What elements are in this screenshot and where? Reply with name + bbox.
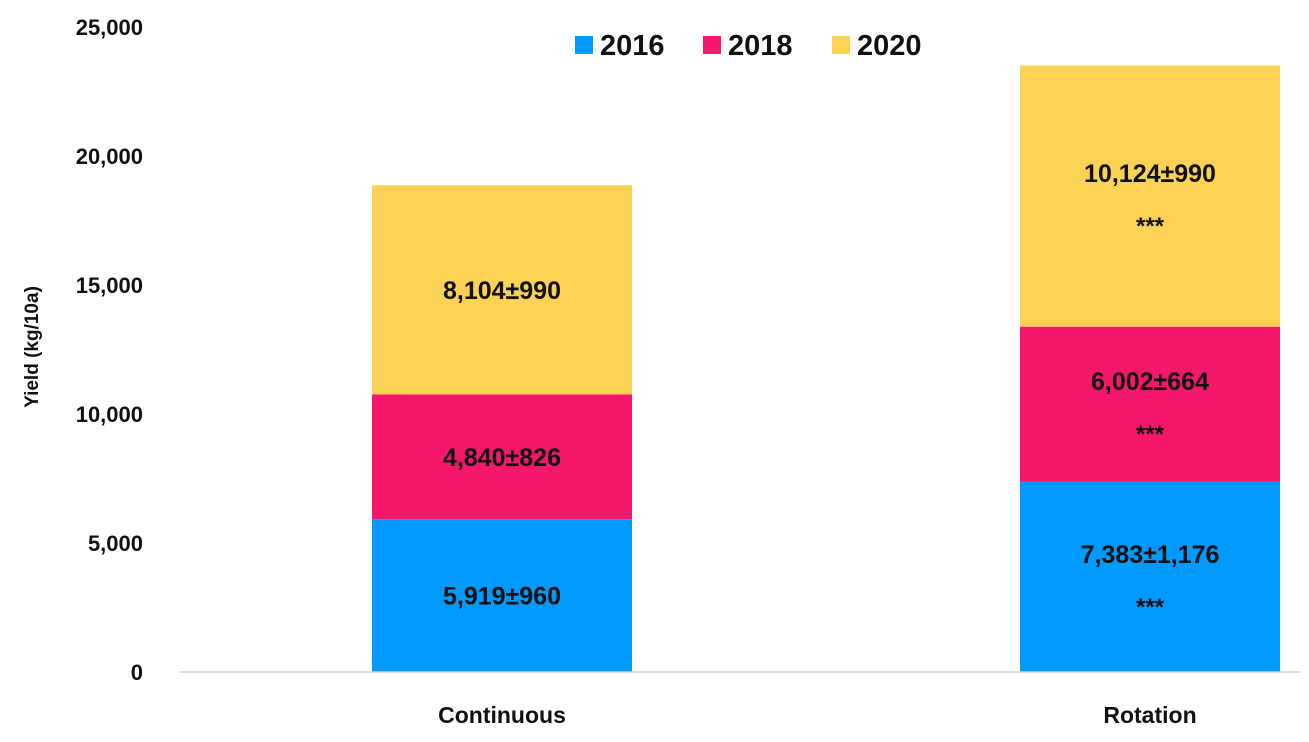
x-category-label: Continuous <box>438 702 566 728</box>
significance-label: *** <box>1136 594 1165 621</box>
y-axis-title: Yield (kg/10a) <box>22 286 43 408</box>
y-tick-label: 20,000 <box>76 144 143 169</box>
data-label: 6,002±664 <box>1091 368 1209 396</box>
legend-swatch <box>832 36 850 54</box>
bar-segment-2020 <box>372 185 632 395</box>
bar-segment-2016 <box>1020 481 1280 672</box>
data-label: 5,919±960 <box>443 583 561 611</box>
bar-segment-2018 <box>1020 326 1280 482</box>
bar-stack-continuous: 5,919±960 4,840±826 8,104±990 <box>372 185 632 672</box>
legend-swatch <box>703 36 721 54</box>
data-label: 8,104±990 <box>443 277 561 305</box>
y-tick-label: 15,000 <box>76 273 143 298</box>
legend-label: 2020 <box>857 30 922 62</box>
bars: 5,919±960 4,840±826 8,104±990 7,383±1,176 **… <box>372 65 1280 672</box>
legend-label: 2018 <box>728 30 793 62</box>
significance-label: *** <box>1136 213 1165 240</box>
data-label: 4,840±826 <box>443 444 561 472</box>
y-tick-label: 0 <box>131 660 143 685</box>
bar-segment-2016 <box>372 519 632 672</box>
bar-segment-2020 <box>1020 65 1280 327</box>
bar-stack-rotation: 7,383±1,176 *** 6,002±664 *** 10,124±990 *** <box>1020 65 1280 672</box>
legend-item-2020: 2020 <box>832 30 922 62</box>
y-tick-label: 25,000 <box>76 15 143 40</box>
data-label: 7,383±1,176 <box>1081 541 1220 569</box>
legend-swatch <box>575 36 593 54</box>
x-axis-categories: Continuous Rotation <box>438 702 1197 728</box>
y-tick-label: 5,000 <box>88 531 143 556</box>
data-label: 10,124±990 <box>1084 160 1216 188</box>
legend-item-2018: 2018 <box>703 30 793 62</box>
legend-item-2016: 2016 <box>575 30 665 62</box>
y-axis-ticks: 0 5,000 10,000 15,000 20,000 25,000 <box>76 15 143 685</box>
significance-label: *** <box>1136 421 1165 448</box>
x-category-label: Rotation <box>1103 702 1196 728</box>
legend: 2016 2018 2020 <box>575 30 922 62</box>
y-tick-label: 10,000 <box>76 402 143 427</box>
bar-segment-2018 <box>372 394 632 520</box>
legend-label: 2016 <box>600 30 665 62</box>
